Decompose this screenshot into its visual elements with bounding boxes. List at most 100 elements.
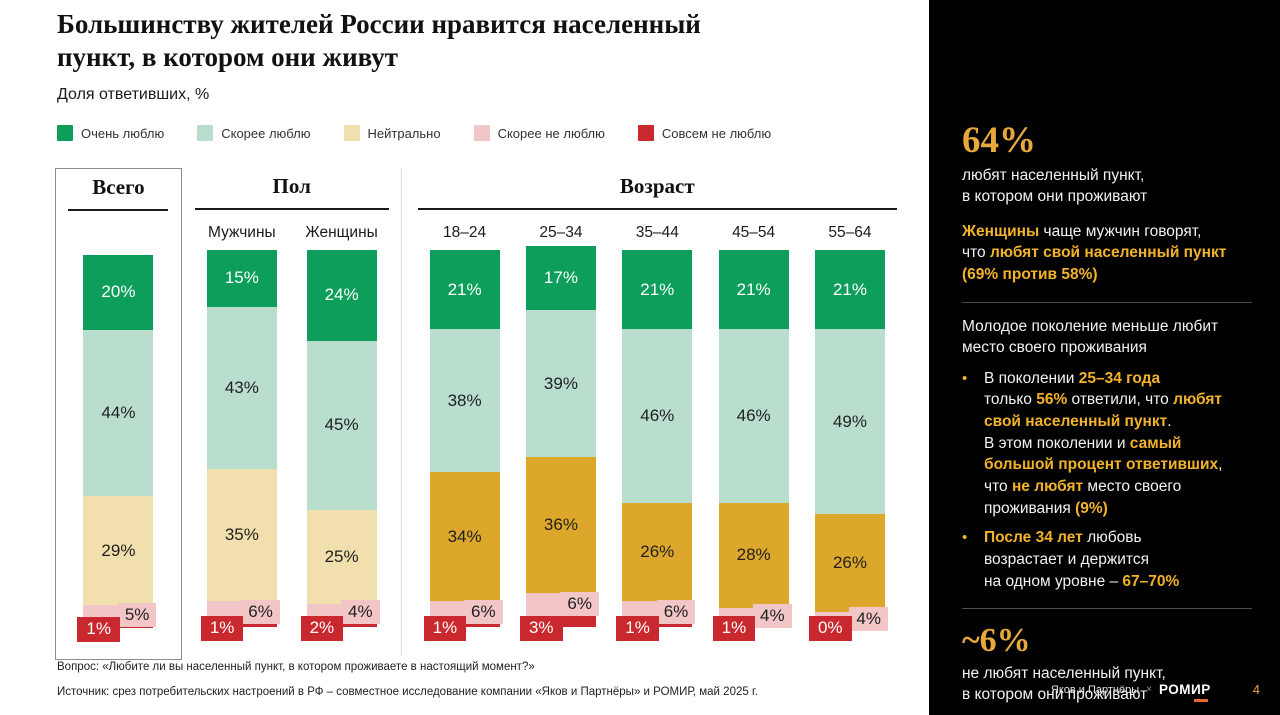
column-label: 55–64	[828, 224, 872, 241]
segment-neutral: 25%	[306, 510, 377, 605]
legend-label: Скорее люблю	[221, 125, 311, 141]
value-label-rather-dislike: 6%	[560, 592, 599, 617]
segment-rather-love: 44%	[83, 330, 154, 497]
legend-swatch-rather-love	[197, 125, 214, 141]
legend-item-very-love: Очень люблю	[57, 125, 164, 141]
stacked-bar-Всего: 20% 44% 29% 5% 1%	[77, 254, 157, 642]
segment-rather-love: 39%	[525, 310, 596, 458]
legend-swatch-strong-dislike	[637, 125, 654, 141]
segment-rather-love: 46%	[622, 329, 693, 503]
group-underline	[417, 208, 897, 210]
segment-very-love: 21%	[814, 250, 885, 330]
column-label: 25–34	[539, 224, 583, 241]
bars-row: 21% 38% 34% 6% 1% 17% 39% 36% 6% 3% 21% 46% 26% 6% 1% 2…	[418, 246, 897, 653]
legend-item-strong-dislike: Совсем не люблю	[637, 125, 772, 141]
group-title-gender: Пол	[272, 174, 311, 198]
stat-6-value: ~6%	[962, 622, 1031, 660]
value-label-rather-dislike: 4%	[753, 603, 792, 628]
group-divider-line	[401, 168, 402, 656]
highlighted-text: не любят	[1011, 478, 1084, 496]
segment-very-love: 21%	[718, 250, 789, 330]
highlighted-text: 56%	[1036, 391, 1068, 409]
legend-label: Очень люблю	[81, 125, 165, 141]
stacked-bar-Женщины: 24% 45% 25% 4% 2%	[300, 250, 380, 641]
footnote-question: Вопрос: «Любите ли вы населенный пункт, …	[57, 661, 535, 673]
group-subheaders: 18–24 25–34 35–44 45–54 55–64	[418, 210, 897, 250]
column-label: 35–44	[635, 224, 679, 241]
bullet-dot: •	[962, 529, 968, 547]
highlighted-text: 67–70%	[1122, 572, 1180, 590]
legend-label: Совсем не люблю	[661, 125, 772, 141]
segment-very-love: 20%	[83, 254, 154, 331]
segment-neutral: 26%	[622, 502, 693, 601]
value-label-rather-dislike: 5%	[117, 602, 157, 627]
value-label-rather-dislike: 4%	[341, 599, 380, 624]
plain-text: место своего проживания	[984, 478, 1182, 517]
legend-label: Нейтрально	[367, 125, 441, 141]
highlighted-text: (9%)	[1075, 499, 1108, 517]
stacked-bar-25–34: 17% 39% 36% 6% 3%	[519, 246, 599, 641]
romir-logo: РОМИР	[1158, 682, 1211, 702]
segment-neutral: 35%	[206, 468, 277, 601]
value-badge-strong-dislike: 2%	[300, 616, 344, 641]
column-label: Мужчины	[208, 224, 276, 241]
youth-insight-title: Молодое поколение меньше любит место сво…	[962, 317, 1219, 356]
plain-text: ответили, что	[1067, 391, 1174, 409]
segment-very-love: 24%	[306, 250, 377, 341]
value-badge-strong-dislike: 1%	[200, 616, 244, 641]
stacked-bar-45–54: 21% 46% 28% 4% 1%	[712, 250, 792, 641]
yakov-partners-logo: Яков и Партнёры	[1050, 683, 1140, 696]
sidebar-divider	[962, 608, 1252, 610]
legend-item-rather-love: Скорее люблю	[197, 125, 311, 141]
segment-very-love: 17%	[525, 246, 596, 311]
legend-label: Скорее не люблю	[497, 125, 605, 141]
page-number: 4	[1252, 682, 1260, 697]
value-label-rather-dislike: 4%	[849, 607, 888, 632]
highlighted-text: Женщины	[962, 222, 1040, 240]
value-label-rather-dislike: 6%	[656, 599, 696, 624]
value-badge-strong-dislike: 1%	[77, 617, 120, 642]
brand-separator: ×	[1146, 684, 1152, 695]
segment-neutral: 26%	[814, 513, 885, 612]
value-badge-strong-dislike: 1%	[423, 616, 467, 641]
legend-item-rather-dislike: Скорее не люблю	[473, 125, 605, 141]
segment-neutral: 34%	[429, 472, 500, 601]
key-findings-panel: 64% любят населенный пункт, в котором он…	[929, 0, 1280, 715]
segment-very-love: 21%	[429, 250, 500, 330]
stat-64-value: 64%	[962, 120, 1036, 161]
column-label: Женщины	[305, 224, 378, 241]
column-label: 45–54	[732, 224, 776, 241]
group-title-total: Всего	[92, 175, 145, 199]
segment-rather-dislike: 5%	[83, 602, 157, 627]
highlighted-text: (69% против 58%)	[962, 266, 1098, 284]
footnote-source: Источник: срез потребительских настроени…	[57, 686, 758, 698]
segment-rather-love: 38%	[429, 329, 500, 473]
bullet-item: • После 34 лет любовь возрастает и держи…	[962, 527, 1252, 592]
stacked-bar-chart: Всего 20% 44% 29% 5% 1% Пол Мужчины Женщины 15% 43…	[55, 168, 897, 660]
value-label-rather-dislike: 6%	[241, 599, 280, 624]
segment-rather-love: 46%	[718, 329, 789, 503]
romir-logo-mark	[1193, 699, 1208, 702]
stat-64-text: любят населенный пункт, в котором они пр…	[962, 166, 1148, 205]
bullet-after-34-text: После 34 лет любовь возрастает и держитс…	[984, 527, 1179, 592]
bars-row: 20% 44% 29% 5% 1%	[56, 251, 181, 654]
legend-swatch-rather-dislike	[473, 125, 490, 141]
segment-rather-dislike: 4%	[718, 603, 792, 628]
segment-rather-love: 43%	[206, 306, 277, 469]
plain-text: . В этом поколении и	[984, 412, 1172, 452]
segment-rather-love: 45%	[306, 340, 377, 511]
insight-bullet-list: • В поколении 25–34 года только 56% отве…	[962, 368, 1252, 593]
sidebar-divider	[962, 301, 1252, 303]
legend-swatch-neutral	[343, 125, 360, 141]
chart-group-total: Всего 20% 44% 29% 5% 1%	[55, 168, 182, 660]
romir-logo-text: РОМИР	[1158, 682, 1211, 697]
segment-rather-dislike: 4%	[814, 607, 888, 632]
bars-row: 15% 43% 35% 6% 1% 24% 45% 25% 4% 2%	[195, 250, 389, 653]
plain-text: В поколении	[984, 369, 1079, 387]
group-subheaders: Мужчины Женщины	[195, 210, 389, 250]
value-badge-strong-dislike: 1%	[616, 616, 659, 641]
segment-very-love: 21%	[622, 250, 693, 330]
chart-legend: Очень люблю Скорее люблю Нейтрально Скорее …	[57, 125, 804, 141]
stacked-bar-Мужчины: 15% 43% 35% 6% 1%	[200, 250, 280, 641]
